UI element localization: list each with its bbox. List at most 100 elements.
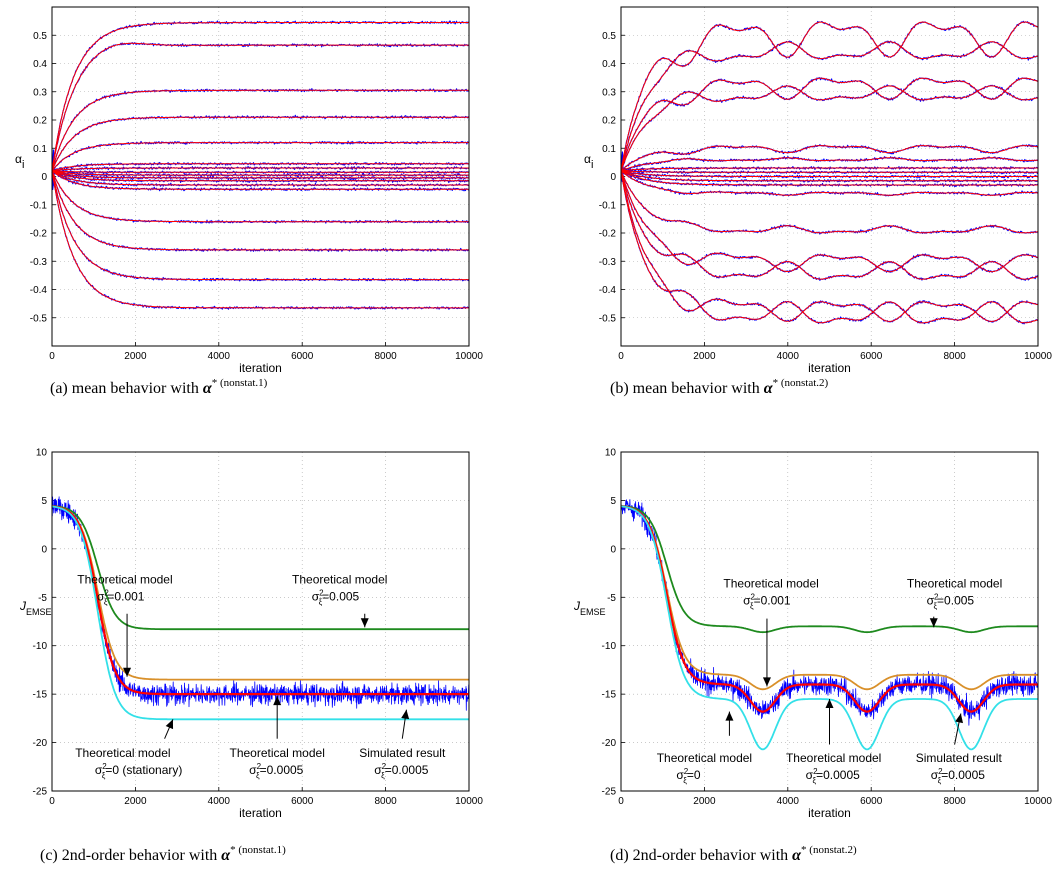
x-tick-label: 0 — [49, 351, 55, 362]
annotation-value: σ2 ξ=0.001 — [743, 593, 791, 611]
series-theory-7 — [51, 170, 469, 173]
chart-d: 0 2000 4000 6000 8000 10000 10 5 0 -5 -10 -15 -20 -25… — [573, 448, 1052, 865]
arrow-head — [762, 677, 771, 687]
annotation-title: Theoretical model — [723, 577, 818, 591]
y-tick-label: 0 — [41, 544, 47, 555]
y-axis-label: JEMSE — [573, 599, 606, 617]
series-theory-11 — [620, 170, 1038, 196]
y-tick-label: -15 — [602, 690, 617, 701]
series-theory-7 — [620, 170, 1038, 173]
x-tick-label: 4000 — [208, 351, 231, 362]
annotation-1: Theoretical model σ2 ξ=0.005 — [907, 577, 1002, 611]
plot-frame — [51, 451, 470, 792]
y-tick-label: 5 — [41, 496, 47, 507]
y-tick-label: 0.4 — [602, 59, 616, 70]
y-tick-label: -10 — [33, 641, 48, 652]
annotation-value: σ2 ξ=0.0005 — [374, 762, 428, 780]
series-theory-10 — [620, 170, 1038, 186]
x-tick-label: 2000 — [124, 796, 147, 807]
chart-b: 0 2000 4000 6000 8000 10000 0.5 0.4 0.3 0.2 0.1 0 -0… — [584, 6, 1052, 397]
series-theory-5 — [620, 157, 1038, 172]
y-tick-label: -0.5 — [30, 313, 48, 324]
series-theory-4 — [51, 142, 469, 172]
x-tick-label: 6000 — [860, 351, 883, 362]
series-theory-16 — [620, 170, 1039, 324]
arrow-head — [401, 709, 410, 720]
series-theory-15 — [620, 170, 1039, 322]
series-sigma_001 — [620, 505, 1038, 691]
series-theory-16 — [51, 170, 469, 309]
y-tick-label: 0 — [610, 544, 616, 555]
y-tick-label: -5 — [38, 593, 47, 604]
caption: (a) mean behavior with α* (nonstat.1) — [50, 377, 268, 397]
series-theory-6 — [51, 167, 469, 172]
x-tick-label: 8000 — [374, 796, 397, 807]
series-theory-3 — [620, 85, 1039, 171]
y-tick-label: -25 — [602, 787, 617, 798]
series-sigma_0005 — [620, 505, 1039, 713]
x-tick-label: 8000 — [374, 351, 397, 362]
x-tick-label: 10000 — [1024, 796, 1052, 807]
y-tick-label: 0.1 — [33, 144, 47, 155]
y-tick-label: 0 — [41, 172, 47, 183]
series-theory-8 — [620, 170, 1038, 177]
y-tick-label: 0.5 — [602, 31, 616, 42]
annotation-0: Theoretical model σ2 ξ=0.001 — [77, 573, 172, 607]
series-theory-0 — [51, 22, 469, 171]
x-tick-label: 6000 — [291, 351, 314, 362]
annotation-value: σ2 ξ=0 — [676, 767, 700, 785]
series-simulated-9 — [51, 170, 470, 181]
series-theory-14 — [51, 170, 469, 251]
arrow-head — [955, 713, 963, 724]
series-theory-15 — [51, 170, 469, 281]
annotation-3: Theoretical model σ2 ξ=0.0005 — [786, 751, 881, 785]
annotation-value: σ2 ξ=0.0005 — [931, 767, 985, 785]
series-sigma_005 — [620, 505, 1038, 634]
series-sigma_0 — [51, 505, 469, 721]
y-tick-label: -5 — [607, 593, 616, 604]
arrow-head — [825, 698, 834, 708]
annotation-4: Simulated result σ2 ξ=0.0005 — [916, 751, 1003, 785]
annotation-2: Theoretical model σ2 ξ=0 — [657, 751, 752, 785]
y-tick-label: -0.1 — [30, 200, 48, 211]
annotation-4: Simulated result σ2 ξ=0.0005 — [359, 746, 446, 780]
series-simulated-15 — [620, 165, 1039, 323]
x-tick-label: 2000 — [693, 351, 716, 362]
y-tick-label: 10 — [605, 448, 617, 459]
caption: (c) 2nd-order behavior with α* (nonstat.… — [40, 844, 286, 864]
x-tick-label: 10000 — [455, 351, 483, 362]
series-theory-9 — [51, 170, 469, 179]
y-tick-label: -20 — [602, 738, 617, 749]
x-tick-label: 8000 — [943, 796, 966, 807]
y-tick-label: -0.4 — [599, 285, 617, 296]
y-axis-label: JEMSE — [19, 599, 52, 617]
y-tick-label: 0 — [610, 172, 616, 183]
y-tick-label: 0.5 — [33, 31, 47, 42]
annotation-title: Theoretical model — [77, 573, 172, 587]
series-simulated-4 — [51, 140, 470, 180]
x-tick-label: 8000 — [943, 351, 966, 362]
y-tick-label: -0.4 — [30, 285, 48, 296]
x-axis-label: iteration — [808, 806, 851, 820]
annotation-1: Theoretical model σ2 ξ=0.005 — [292, 573, 387, 607]
x-tick-label: 0 — [49, 796, 55, 807]
y-tick-label: 0.2 — [33, 116, 47, 127]
annotation-title: Theoretical model — [292, 573, 387, 587]
y-tick-label: 0.1 — [602, 144, 616, 155]
series-theory-2 — [620, 77, 1039, 171]
series-theory-5 — [51, 163, 469, 172]
arrow-head — [360, 618, 369, 628]
series-theory-10 — [51, 170, 469, 182]
annotation-value: σ2 ξ=0.001 — [97, 589, 145, 607]
arrow-head — [725, 711, 734, 721]
x-tick-label: 2000 — [693, 796, 716, 807]
plot-frame — [51, 6, 470, 347]
x-axis-label: iteration — [808, 361, 851, 375]
series-theory-2 — [51, 89, 469, 171]
series-simulated — [620, 499, 1039, 726]
arrow-head — [165, 719, 174, 730]
y-tick-label: -15 — [33, 690, 48, 701]
series-theory-9 — [620, 170, 1038, 182]
x-tick-label: 0 — [618, 351, 624, 362]
